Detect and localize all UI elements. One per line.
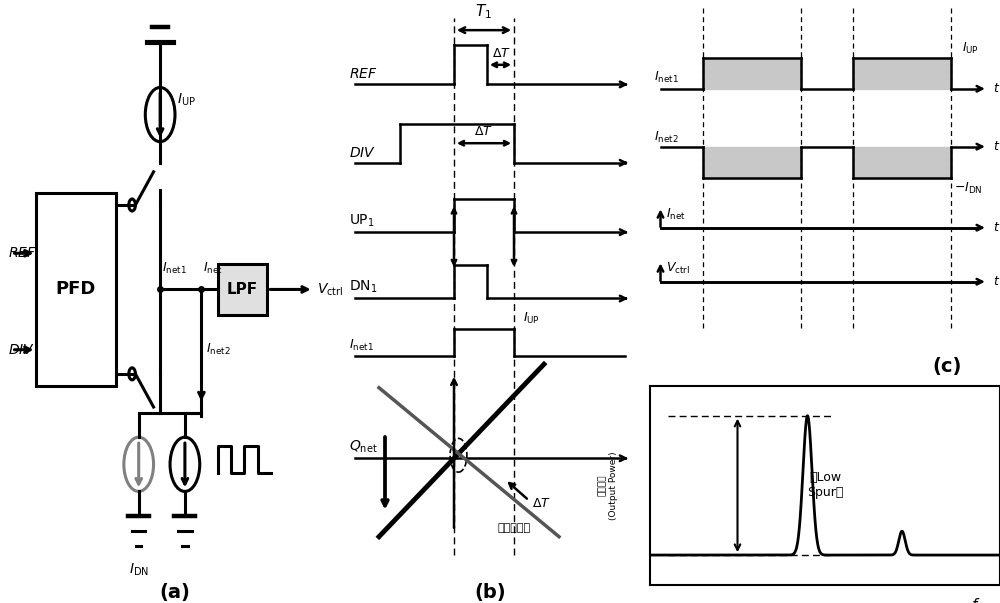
Text: $\mathit{I}_{\rm net}$: $\mathit{I}_{\rm net}$	[203, 261, 223, 276]
Text: (b): (b)	[474, 582, 506, 602]
Text: $-\mathit{I}_{\rm DN}$: $-\mathit{I}_{\rm DN}$	[954, 182, 982, 197]
Text: (c): (c)	[933, 357, 962, 376]
Text: $\mathit{t}$: $\mathit{t}$	[993, 82, 1000, 95]
Text: $\mathit{f}$: $\mathit{f}$	[971, 597, 980, 603]
Text: $\mathit{Q}_{\rm net}$: $\mathit{Q}_{\rm net}$	[349, 439, 378, 455]
Text: $\mathit{t}$: $\mathit{t}$	[993, 140, 1000, 153]
Text: $\mathit{I}_{\rm UP}$: $\mathit{I}_{\rm UP}$	[177, 91, 195, 108]
Text: LPF: LPF	[227, 282, 258, 297]
Text: （Low
Spur）: （Low Spur）	[807, 472, 843, 499]
Text: $\mathit{I}_{\rm net2}$: $\mathit{I}_{\rm net2}$	[654, 130, 678, 145]
Text: $\Delta\mathit{T}$: $\Delta\mathit{T}$	[532, 497, 551, 510]
Text: $\mathit{I}_{\rm net}$: $\mathit{I}_{\rm net}$	[666, 207, 686, 222]
Text: $\mathit{I}_{\rm UP}$: $\mathit{I}_{\rm UP}$	[523, 311, 540, 326]
Text: $\mathit{I}_{\rm net1}$: $\mathit{I}_{\rm net1}$	[349, 338, 374, 353]
Text: $\mathit{V}_{\rm ctrl}$: $\mathit{V}_{\rm ctrl}$	[317, 281, 343, 298]
Text: $\Delta\mathit{T}$: $\Delta\mathit{T}$	[492, 47, 512, 60]
Text: $\mathit{DIV}$: $\mathit{DIV}$	[349, 146, 376, 160]
Text: $\mathit{t}$: $\mathit{t}$	[993, 221, 1000, 234]
Text: $\mathit{V}_{\rm ctrl}$: $\mathit{V}_{\rm ctrl}$	[666, 261, 690, 276]
Text: $\mathit{t}$: $\mathit{t}$	[993, 275, 1000, 288]
Bar	[36, 193, 116, 386]
Text: （线性区）: （线性区）	[497, 523, 531, 532]
Text: $\mathrm{DN}_1$: $\mathrm{DN}_1$	[349, 279, 377, 295]
Text: $\mathit{I}_{\rm UP}$: $\mathit{I}_{\rm UP}$	[962, 41, 979, 56]
Text: PFD: PFD	[56, 280, 96, 298]
Text: $\mathit{I}_{\rm net1}$: $\mathit{I}_{\rm net1}$	[654, 70, 678, 85]
Text: $\mathit{I}_{\rm net1}$: $\mathit{I}_{\rm net1}$	[162, 261, 187, 276]
Text: $\mathit{I}_{\rm DN}$: $\mathit{I}_{\rm DN}$	[129, 561, 149, 578]
Text: $\mathit{REF}$: $\mathit{REF}$	[349, 68, 378, 81]
Text: $\mathit{T}_1$: $\mathit{T}_1$	[475, 2, 493, 21]
Text: (a): (a)	[160, 582, 190, 602]
Text: 输出功率
(Output Power): 输出功率 (Output Power)	[598, 451, 618, 520]
Bar	[218, 264, 267, 315]
Text: $\mathrm{UP}_1$: $\mathrm{UP}_1$	[349, 213, 375, 229]
Text: $\mathit{REF}$: $\mathit{REF}$	[8, 246, 37, 260]
Text: $\mathit{DIV}$: $\mathit{DIV}$	[8, 343, 35, 357]
Text: $\Delta\mathit{T}$: $\Delta\mathit{T}$	[474, 125, 494, 138]
Text: $\mathit{I}_{\rm net2}$: $\mathit{I}_{\rm net2}$	[206, 342, 231, 358]
